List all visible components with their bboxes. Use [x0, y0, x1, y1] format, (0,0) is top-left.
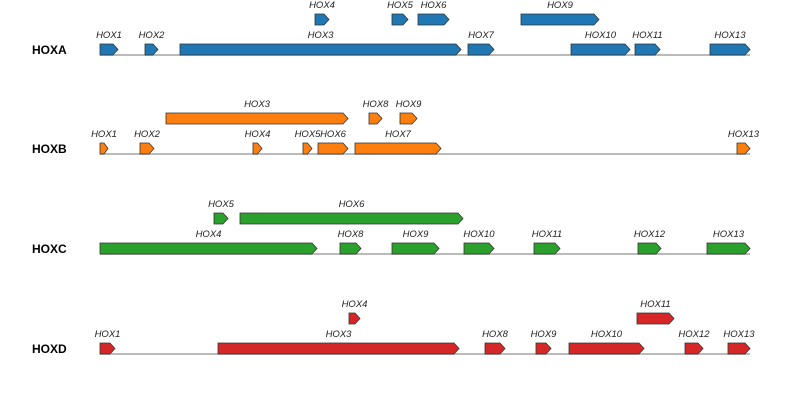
gene-arrow-hox12 — [637, 242, 662, 255]
gene-label: HOX11 — [532, 229, 562, 240]
gene-label: HOX10 — [463, 229, 495, 240]
gene-label: HOX3 — [326, 329, 353, 340]
gene-arrow-hox8 — [484, 342, 506, 355]
gene-arrow-hox9 — [535, 342, 552, 355]
gene-arrow-hox13 — [709, 43, 751, 56]
gene-arrow-hox12 — [684, 342, 704, 355]
cluster-hoxb: HOXB HOX1 HOX2 HOX3 HOX4 HOX5 HOX6 HOX7 HOX8 HOX9… — [32, 99, 760, 156]
gene-arrow-hox3 — [179, 43, 462, 56]
gene-arrow-hox4 — [99, 242, 318, 255]
gene-arrow-hox2 — [144, 43, 159, 56]
gene-arrow-hox5 — [391, 13, 409, 26]
gene-label: HOX6 — [339, 199, 366, 210]
gene-arrow-hox7 — [354, 142, 442, 155]
gene-arrow-hox11 — [634, 43, 661, 56]
gene-arrow-hox3 — [217, 342, 460, 355]
gene-label: HOX3 — [244, 99, 271, 110]
gene-arrow-hox10 — [568, 342, 645, 355]
gene-label: HOX3 — [308, 30, 335, 41]
cluster-label: HOXD — [32, 342, 67, 356]
gene-arrow-hox2 — [139, 142, 155, 155]
gene-label: HOX11 — [640, 299, 670, 310]
gene-arrow-hox13 — [706, 242, 751, 255]
cluster-label: HOXC — [32, 242, 67, 256]
gene-label: HOX5 — [295, 129, 322, 140]
gene-label: HOX12 — [634, 229, 666, 240]
gene-label: HOX8 — [338, 229, 365, 240]
gene-arrow-hox6 — [417, 13, 450, 26]
gene-arrow-hox7 — [467, 43, 495, 56]
gene-arrow-hox8 — [339, 242, 362, 255]
gene-arrow-hox13 — [727, 342, 751, 355]
cluster-hoxc: HOXC HOX4 HOX5 HOX6 HOX8 HOX9 HOX10 HOX11 HOX12 H… — [32, 199, 751, 256]
gene-label: HOX13 — [714, 30, 746, 41]
gene-arrow-hox11 — [636, 312, 675, 325]
cluster-label: HOXA — [32, 43, 67, 57]
gene-arrow-hox4 — [348, 312, 361, 325]
cluster-hoxd: HOXD HOX1 HOX3 HOX4 HOX8 HOX9 HOX10 HOX11 HOX12 H… — [32, 299, 755, 356]
gene-arrow-hox4 — [314, 13, 330, 26]
gene-arrow-hox1 — [99, 142, 109, 155]
gene-label: HOX8 — [482, 329, 509, 340]
gene-label: HOX9 — [547, 0, 574, 11]
gene-arrow-hox5 — [302, 142, 313, 155]
gene-label: HOX13 — [728, 129, 760, 140]
gene-label: HOX1 — [91, 129, 117, 140]
gene-arrow-hox1 — [99, 342, 116, 355]
gene-arrow-hox10 — [570, 43, 631, 56]
gene-arrow-hox13 — [736, 142, 751, 155]
gene-arrow-hox5 — [213, 212, 229, 225]
gene-label: HOX2 — [134, 129, 161, 140]
gene-label: HOX10 — [585, 30, 617, 41]
gene-label: HOX13 — [713, 229, 745, 240]
gene-label: HOX6 — [421, 0, 448, 11]
gene-label: HOX6 — [320, 129, 347, 140]
gene-arrow-hox11 — [533, 242, 561, 255]
gene-label: HOX8 — [363, 99, 390, 110]
gene-label: HOX5 — [208, 199, 235, 210]
gene-label: HOX7 — [468, 30, 495, 41]
gene-label: HOX7 — [385, 129, 412, 140]
gene-arrow-hox8 — [368, 112, 383, 125]
gene-arrow-hox9 — [520, 13, 600, 26]
gene-label: HOX10 — [591, 329, 623, 340]
gene-arrow-hox10 — [463, 242, 495, 255]
gene-arrow-hox9 — [391, 242, 440, 255]
gene-label: HOX9 — [531, 329, 558, 340]
gene-arrow-hox9 — [399, 112, 418, 125]
gene-arrow-hox6 — [317, 142, 349, 155]
gene-label: HOX4 — [309, 0, 335, 11]
gene-label: HOX11 — [632, 30, 662, 41]
gene-label: HOX12 — [678, 329, 710, 340]
gene-label: HOX4 — [245, 129, 271, 140]
gene-arrow-hox1 — [99, 43, 119, 56]
gene-label: HOX5 — [387, 0, 414, 11]
gene-label: HOX1 — [95, 329, 121, 340]
gene-arrow-hox4 — [252, 142, 263, 155]
gene-arrow-hox6 — [239, 212, 464, 225]
gene-label: HOX9 — [396, 99, 423, 110]
gene-label: HOX4 — [342, 299, 368, 310]
cluster-label: HOXB — [32, 142, 67, 156]
gene-arrow-hox3 — [165, 112, 349, 125]
cluster-hoxa: HOXA HOX1 HOX2 HOX3 HOX4 HOX5 HOX6 HOX7 HOX9 HOX1… — [32, 0, 751, 57]
gene-label: HOX9 — [403, 229, 430, 240]
gene-label: HOX2 — [139, 30, 166, 41]
gene-label: HOX4 — [196, 229, 222, 240]
gene-label: HOX13 — [723, 329, 755, 340]
gene-label: HOX1 — [96, 30, 122, 41]
